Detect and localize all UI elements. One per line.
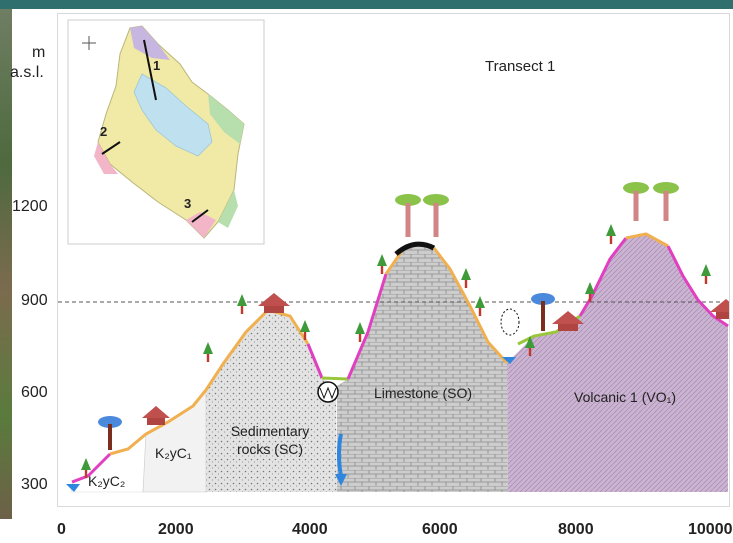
y-axis-unit-asl: a.s.l. [10, 64, 44, 81]
limestone-label: Limestone (SO) [374, 385, 473, 401]
transect-line-1 [143, 39, 157, 101]
inset-map [67, 19, 265, 245]
inset-map-pink-zone [94, 142, 118, 174]
sinkhole-icon [500, 308, 520, 336]
x-tick-4000: 4000 [292, 521, 328, 538]
surface-profile-pink-2 [306, 343, 324, 379]
surface-profile-pink-4 [578, 237, 628, 317]
cave-icon [317, 381, 339, 403]
y-axis-unit-m: m [32, 44, 46, 61]
surface-profile-green-1 [321, 376, 349, 381]
inset-transect-number-3: 3 [184, 196, 192, 211]
cross-section-figure: 1 2 3 Transect 1 K₂yC₂ K₂yC₁ Sedimentary… [57, 13, 730, 507]
surface-profile-pink-5 [666, 245, 729, 328]
palm-tree-icon [423, 194, 449, 237]
tree-group [81, 224, 711, 478]
inset-map-lake [133, 73, 213, 157]
stream-arrow-icon [335, 474, 347, 486]
inset-map-pink-zone [186, 212, 216, 238]
surface-profile-pink-1 [71, 452, 112, 484]
inset-map-green-zone [218, 190, 238, 228]
hut-icon [258, 293, 290, 313]
sedimentary-label: Sedimentary rocks (SC) [220, 422, 320, 458]
tree-icon [525, 336, 535, 356]
pond-icon [66, 484, 80, 492]
diagram-title: Transect 1 [485, 58, 556, 75]
cross-section-diagram [58, 19, 729, 493]
palm-tree-icon [653, 182, 679, 221]
hut-icon [552, 311, 584, 331]
hut-icon [142, 406, 170, 425]
stream-icon [337, 433, 343, 477]
tree-icon [377, 254, 387, 274]
mushroom-tree-icon [531, 293, 555, 331]
sedimentary-unit [206, 310, 337, 492]
volcanic-label: Volcanic 1 (VO₁) [574, 389, 676, 405]
x-tick-8000: 8000 [558, 521, 594, 538]
tree-icon [203, 342, 213, 362]
sedimentary-label-line1: Sedimentary [230, 423, 310, 439]
x-tick-10000: 10000 [688, 521, 733, 538]
k2yc2-label: K₂yC₂ [88, 473, 126, 489]
x-tick-0: 0 [57, 521, 66, 538]
transect-line-3 [191, 209, 209, 223]
pond-icon [502, 357, 516, 364]
inset-map-green-zone [208, 94, 244, 144]
tree-icon [300, 320, 310, 340]
mushroom-tree-icon [98, 416, 122, 450]
surface-profile-black [394, 241, 436, 256]
y-tick-1200: 1200 [12, 198, 48, 215]
top-bar [0, 0, 733, 9]
sedimentary-label-line2: rocks (SC) [236, 441, 304, 457]
tree-icon [237, 294, 247, 314]
tree-icon [606, 224, 616, 244]
tree-icon [81, 458, 91, 478]
y-tick-900: 900 [21, 292, 48, 309]
k2yc1-label: K₂yC₁ [155, 445, 192, 461]
y-tick-300: 300 [21, 476, 48, 493]
limestone-unit [337, 246, 508, 492]
inset-transect-number-1: 1 [153, 58, 161, 73]
surface-profile-pink-3 [346, 273, 388, 380]
volcanic-unit [507, 234, 728, 492]
palm-tree-icon [623, 182, 649, 221]
hut-icon [710, 299, 729, 319]
background-photo-edge [0, 9, 12, 519]
tree-icon [461, 268, 471, 288]
tree-icon [585, 282, 595, 302]
k2yc1-unit [142, 389, 207, 493]
palm-tree-icon [395, 194, 421, 237]
surface-profile-orange-4 [625, 232, 669, 248]
inset-map-purple-zone [130, 26, 170, 60]
inset-transect-number-2: 2 [100, 124, 108, 139]
tree-icon [701, 264, 711, 284]
transect-line-2 [101, 141, 121, 155]
tree-icon [475, 296, 485, 316]
tree-icon [355, 322, 365, 342]
x-tick-2000: 2000 [158, 521, 194, 538]
compass-icon [82, 36, 96, 50]
surface-profile-orange-3 [432, 247, 509, 365]
y-tick-600: 600 [21, 384, 48, 401]
x-tick-6000: 6000 [422, 521, 458, 538]
cave-teeth-icon [319, 386, 337, 400]
